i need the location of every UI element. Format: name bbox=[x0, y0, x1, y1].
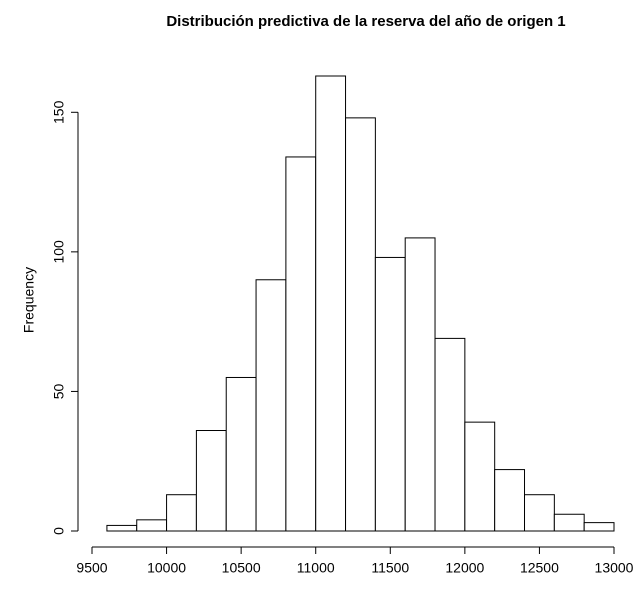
chart-title: Distribución predictiva de la reserva de… bbox=[166, 13, 565, 30]
bar bbox=[106, 524, 138, 532]
y-tick-label: 0 bbox=[51, 527, 67, 535]
x-tick-label: 10000 bbox=[147, 560, 186, 576]
y-tick-label: 150 bbox=[51, 100, 67, 124]
bar bbox=[524, 494, 555, 532]
x-tick-label: 9500 bbox=[76, 560, 107, 576]
bar bbox=[166, 494, 197, 532]
bar bbox=[553, 513, 585, 532]
x-tick-label: 12500 bbox=[520, 560, 559, 576]
bar bbox=[285, 156, 317, 532]
y-tick-label: 100 bbox=[51, 240, 67, 264]
x-tick-label: 11000 bbox=[297, 560, 335, 576]
y-axis-label: Frequency bbox=[21, 267, 37, 333]
x-tick-label: 12000 bbox=[445, 560, 484, 576]
bar bbox=[315, 75, 347, 532]
bar bbox=[374, 256, 406, 532]
bar bbox=[583, 522, 615, 532]
x-tick-label: 13000 bbox=[595, 560, 634, 576]
bar bbox=[494, 469, 526, 532]
bar bbox=[464, 421, 496, 532]
x-tick-label: 11500 bbox=[371, 560, 409, 576]
x-tick-label: 10500 bbox=[222, 560, 261, 576]
bar bbox=[195, 430, 227, 532]
bar bbox=[404, 237, 436, 532]
bar bbox=[345, 117, 376, 532]
bar bbox=[225, 376, 257, 532]
y-tick-label: 50 bbox=[51, 383, 67, 399]
bar bbox=[434, 337, 466, 532]
bar bbox=[255, 279, 287, 532]
bar bbox=[136, 519, 168, 532]
